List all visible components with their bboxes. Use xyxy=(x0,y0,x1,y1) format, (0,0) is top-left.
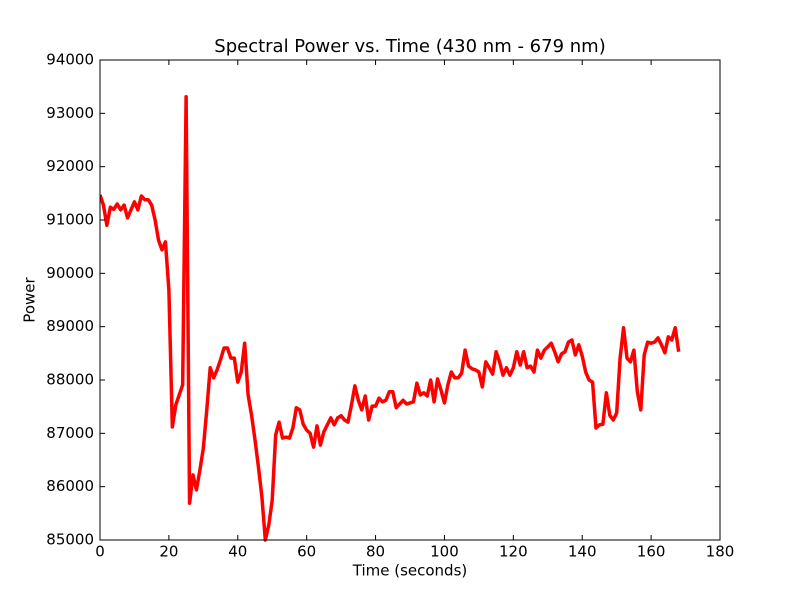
y-axis-label: Power xyxy=(21,276,39,322)
x-tick-label: 60 xyxy=(297,543,316,561)
y-tick-label: 89000 xyxy=(46,317,94,335)
x-tick-label: 80 xyxy=(366,543,385,561)
chart-title: Spectral Power vs. Time (430 nm - 679 nm… xyxy=(214,36,605,57)
y-tick-label: 93000 xyxy=(46,104,94,122)
x-tick-label: 140 xyxy=(568,543,597,561)
data-line xyxy=(100,95,681,542)
x-tick-label: 120 xyxy=(499,543,528,561)
x-tick-label: 100 xyxy=(430,543,459,561)
x-tick-label: 40 xyxy=(228,543,247,561)
y-tick-label: 86000 xyxy=(46,477,94,495)
plot-frame xyxy=(99,59,721,541)
y-tick-label: 88000 xyxy=(46,371,94,389)
y-tick-label: 85000 xyxy=(46,531,94,549)
x-tick-label: 0 xyxy=(95,543,105,561)
x-axis-label: Time (seconds) xyxy=(352,562,468,580)
x-tick-label: 160 xyxy=(637,543,666,561)
x-tick-label: 20 xyxy=(159,543,178,561)
y-tick-label: 92000 xyxy=(46,157,94,175)
x-tick-label: 180 xyxy=(706,543,735,561)
y-tick-label: 87000 xyxy=(46,424,94,442)
y-tick-label: 91000 xyxy=(46,211,94,229)
y-tick-label: 94000 xyxy=(46,51,94,69)
y-tick-label: 90000 xyxy=(46,264,94,282)
